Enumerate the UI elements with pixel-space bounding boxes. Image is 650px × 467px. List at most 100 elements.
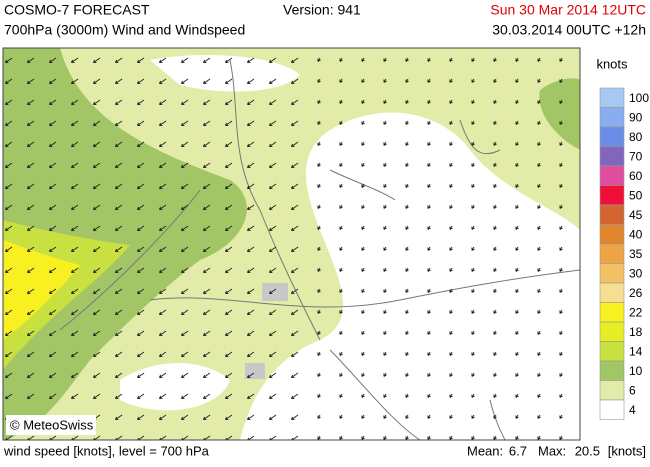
wind-arrow — [290, 414, 299, 421]
wind-arrow — [405, 162, 409, 167]
wind-arrow — [427, 351, 431, 356]
wind-arrow — [180, 99, 189, 106]
wind-arrow — [290, 288, 299, 295]
field-10b — [539, 78, 580, 150]
wind-arrow — [202, 162, 211, 169]
legend-label: 6 — [629, 383, 636, 397]
legend-swatch — [599, 282, 625, 303]
wind-arrow — [405, 267, 409, 272]
field-4 — [240, 112, 580, 440]
wind-arrow — [339, 141, 343, 146]
wind-arrow — [70, 78, 79, 85]
wind-arrow — [4, 267, 13, 274]
subtitle: 700hPa (3000m) Wind and Windspeed — [4, 22, 245, 38]
wind-arrow — [114, 57, 123, 64]
legend-swatch — [599, 107, 625, 128]
wind-arrow — [158, 141, 167, 148]
wind-arrow — [70, 330, 79, 337]
wind-arrow — [158, 267, 167, 274]
wind-arrow — [180, 267, 189, 274]
wind-arrow — [290, 393, 299, 400]
wind-arrow — [361, 351, 365, 356]
wind-arrow — [559, 225, 563, 230]
wind-arrow — [405, 288, 409, 293]
wind-arrow — [427, 120, 431, 125]
wind-arrow — [136, 225, 145, 232]
wind-arrow — [268, 141, 277, 148]
wind-arrow — [114, 309, 123, 316]
wind-arrow — [361, 414, 365, 419]
wind-arrow — [317, 204, 321, 209]
wind-arrow — [26, 246, 35, 253]
wind-arrow — [361, 288, 365, 293]
field-4c — [120, 363, 230, 411]
wind-arrow — [158, 120, 167, 127]
wind-arrow — [4, 57, 13, 64]
wind-arrow — [114, 141, 123, 148]
wind-arrow — [317, 162, 321, 167]
wind-arrow — [427, 225, 431, 230]
wind-arrow — [136, 330, 145, 337]
wind-arrow — [224, 393, 233, 400]
wind-arrow — [449, 372, 453, 377]
wind-arrow — [158, 351, 167, 358]
wind-arrow — [114, 288, 123, 295]
wind-arrow — [4, 162, 13, 169]
wind-arrow — [427, 330, 431, 335]
wind-arrow — [70, 183, 79, 190]
wind-arrow — [246, 141, 255, 148]
wind-arrow — [515, 414, 519, 419]
wind-arrow — [290, 99, 299, 106]
wind-arrow — [537, 330, 541, 335]
wind-arrow — [559, 141, 563, 146]
wind-arrow — [70, 267, 79, 274]
wind-arrow — [449, 162, 453, 167]
wind-arrow — [48, 351, 57, 358]
wind-arrow — [48, 372, 57, 379]
wind-arrow — [4, 330, 13, 337]
wind-arrow — [317, 246, 321, 251]
wind-arrow — [246, 225, 255, 232]
wind-arrow — [224, 141, 233, 148]
wind-arrow — [537, 204, 541, 209]
wind-arrow — [158, 309, 167, 316]
wind-arrow — [537, 351, 541, 356]
wind-arrow — [4, 204, 13, 211]
wind-arrow — [26, 57, 35, 64]
wind-arrow — [26, 267, 35, 274]
wind-arrow — [405, 246, 409, 251]
wind-arrow — [136, 78, 145, 85]
wind-arrow — [26, 162, 35, 169]
wind-arrow — [427, 267, 431, 272]
wind-arrow — [202, 330, 211, 337]
wind-arrow — [136, 204, 145, 211]
wind-arrow — [361, 372, 365, 377]
wind-arrow — [471, 330, 475, 335]
wind-arrow — [515, 330, 519, 335]
wind-arrow — [383, 225, 387, 230]
wind-arrow — [383, 372, 387, 377]
wind-arrow — [268, 225, 277, 232]
wind-arrow — [559, 351, 563, 356]
wind-arrow — [246, 372, 255, 379]
wind-arrow — [202, 141, 211, 148]
wind-arrow — [317, 267, 321, 272]
wind-arrow — [493, 330, 497, 335]
wind-arrow — [224, 162, 233, 169]
wind-arrow — [70, 141, 79, 148]
wind-arrow — [471, 183, 475, 188]
wind-arrow — [224, 183, 233, 190]
wind-arrow — [317, 393, 321, 398]
wind-arrow — [180, 57, 189, 64]
wind-arrow — [202, 204, 211, 211]
legend-label: 35 — [629, 247, 643, 261]
wind-arrow — [26, 288, 35, 295]
wind-arrow — [92, 330, 101, 337]
mean-value: 6.7 — [509, 443, 527, 458]
legend-unit: knots — [596, 56, 628, 71]
wind-arrow — [339, 246, 343, 251]
wind-arrow — [537, 141, 541, 146]
missing-cell — [262, 283, 288, 301]
wind-arrow — [92, 372, 101, 379]
wind-arrow — [48, 309, 57, 316]
